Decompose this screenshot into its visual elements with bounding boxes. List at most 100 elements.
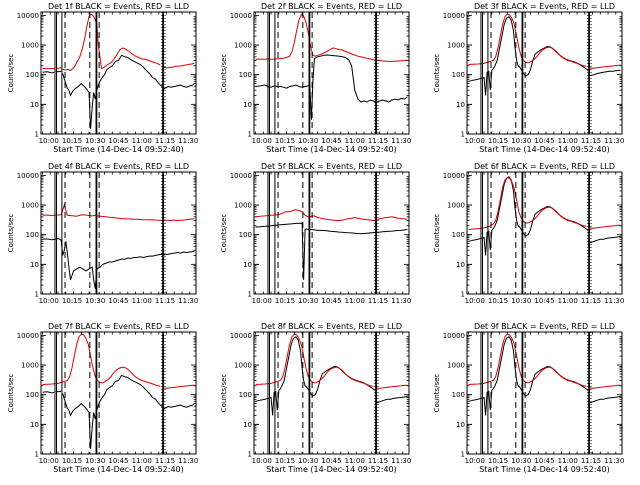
x-tick-label: 11:15 [581,297,601,305]
x-tick-label: 10:45 [534,297,554,305]
panel-4: Det 4f BLACK = Events, RED = LLD 1 10 100 10… [7,162,198,305]
x-tick-label: 10:00 [39,457,59,465]
y-tick-label: 10 [456,261,465,269]
x-tick-label: 11:00 [132,297,152,305]
y-tick-label: 100 [26,391,39,399]
x-tick-label: 11:00 [558,297,578,305]
panel-2: Det 2f BLACK = Events, RED = LLD 1 10 100 10… [220,2,411,154]
panel-9: Det 9f BLACK = Events, RED = LLD 1 10 100 10… [433,322,624,474]
y-tick-label: 1 [461,291,465,299]
x-tick-label: 11:30 [178,457,198,465]
x-tick-label: 10:15 [62,137,82,145]
x-tick-label: 10:30 [511,457,531,465]
y-tick-label: 1 [35,131,39,139]
y-tick-label: 100 [452,71,465,79]
y-tick-label: 1000 [447,362,465,370]
panel-title: Det 7f BLACK = Events, RED = LLD [48,322,189,331]
plot-frame [466,331,623,455]
lld-series-line [42,13,195,71]
x-axis-label: Start Time (14-Dec-14 09:52:40) [479,145,610,154]
x-tick-label: 10:15 [62,457,82,465]
x-tick-label: 10:45 [321,137,341,145]
x-tick-label: 10:00 [39,297,59,305]
y-tick-label: 10000 [17,172,39,180]
events-series-line [42,237,195,289]
x-tick-label: 10:45 [321,297,341,305]
x-tick-label: 10:15 [62,297,82,305]
panel-title: Det 6f BLACK = Events, RED = LLD [474,162,615,171]
y-tick-label: 10000 [443,172,465,180]
x-tick-label: 10:45 [534,457,554,465]
x-tick-label: 10:45 [321,457,341,465]
events-series-line [42,374,195,449]
panel-title: Det 2f BLACK = Events, RED = LLD [261,2,402,11]
y-axis-label: Counts/sec [7,54,15,93]
panel-title: Det 8f BLACK = Events, RED = LLD [261,322,402,331]
plot-frame [466,11,623,135]
lld-series-line [468,13,621,69]
x-tick-label: 10:00 [465,137,485,145]
x-axis-label: Start Time (14-Dec-14 09:52:40) [53,465,184,474]
lld-series-line [255,14,408,62]
y-tick-label: 10000 [443,332,465,340]
x-axis-label: Start Time (14-Dec-14 09:52:40) [53,145,184,154]
y-tick-label: 100 [239,231,252,239]
panel-title: Det 1f BLACK = Events, RED = LLD [48,2,189,11]
x-tick-label: 10:00 [39,137,59,145]
y-tick-label: 1 [248,131,252,139]
y-axis-label: Counts/sec [220,214,228,253]
y-tick-label: 1 [248,291,252,299]
y-tick-label: 100 [452,231,465,239]
plot-frame [253,11,410,135]
x-tick-label: 10:30 [511,137,531,145]
panel-title: Det 9f BLACK = Events, RED = LLD [474,322,615,331]
y-tick-label: 1000 [447,202,465,210]
x-tick-label: 11:15 [581,137,601,145]
x-tick-label: 11:15 [368,457,388,465]
y-tick-label: 100 [26,71,39,79]
x-tick-label: 11:00 [132,137,152,145]
y-axis-label: Counts/sec [433,374,441,413]
plot-frame [253,331,410,455]
x-axis-label: Start Time (14-Dec-14 09:52:40) [266,145,397,154]
y-tick-label: 10000 [230,172,252,180]
y-tick-label: 10 [456,421,465,429]
x-tick-label: 10:30 [298,297,318,305]
x-tick-label: 10:30 [85,457,105,465]
panel-3: Det 3f BLACK = Events, RED = LLD 1 10 100 10… [433,2,624,154]
y-tick-label: 10000 [443,12,465,20]
lld-series-line [42,203,195,222]
x-tick-label: 11:15 [155,297,175,305]
y-tick-label: 1 [35,291,39,299]
lld-series-line [255,333,408,389]
plot-frame [466,171,623,295]
x-axis-label: Start Time (14-Dec-14 09:52:40) [479,465,610,474]
y-tick-label: 100 [452,391,465,399]
y-tick-label: 10000 [17,332,39,340]
y-tick-label: 1000 [234,42,252,50]
y-tick-label: 1 [461,131,465,139]
y-tick-label: 100 [239,71,252,79]
lld-series-line [468,333,621,389]
events-series-line [255,54,408,120]
x-tick-label: 10:00 [252,297,272,305]
x-tick-label: 11:00 [558,457,578,465]
y-tick-label: 10000 [230,332,252,340]
x-tick-label: 11:15 [155,457,175,465]
y-tick-label: 10000 [230,12,252,20]
y-tick-label: 10 [30,261,39,269]
x-tick-label: 10:00 [465,297,485,305]
x-tick-label: 10:15 [488,297,508,305]
events-series-line [255,222,408,280]
y-tick-label: 10 [243,261,252,269]
x-tick-label: 10:30 [85,137,105,145]
y-tick-label: 1 [461,451,465,459]
x-tick-label: 11:30 [604,137,624,145]
y-tick-label: 1000 [21,42,39,50]
x-tick-label: 10:00 [252,137,272,145]
panel-8: Det 8f BLACK = Events, RED = LLD 1 10 100 10… [220,322,411,474]
events-series-line [42,54,195,129]
y-tick-label: 1000 [447,42,465,50]
y-tick-label: 10000 [17,12,39,20]
